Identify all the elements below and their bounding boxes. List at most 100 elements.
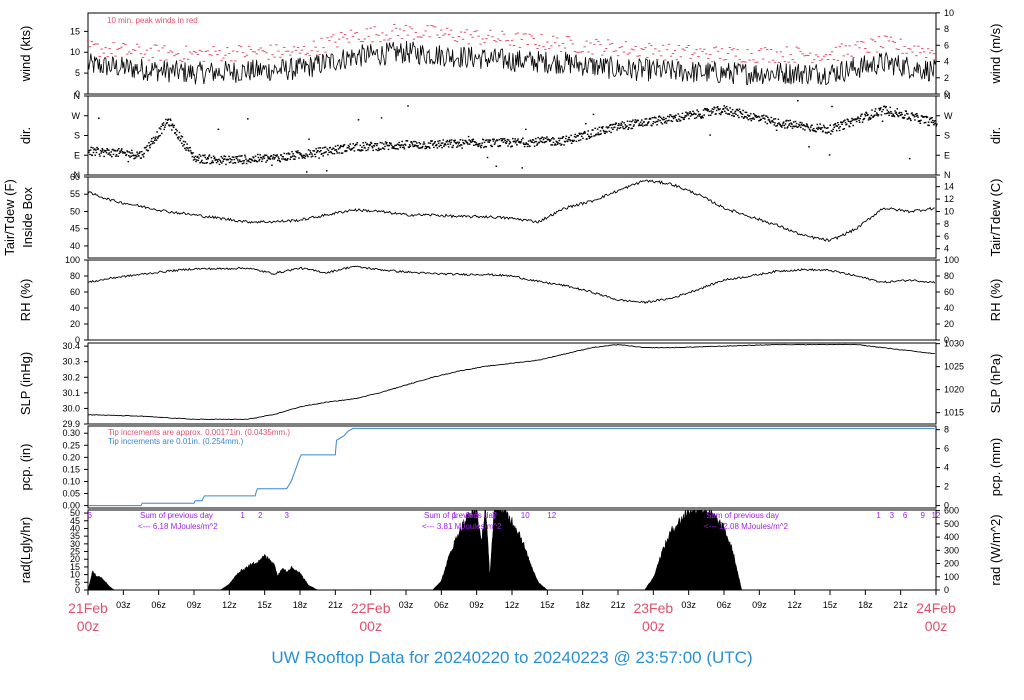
dir-point	[208, 155, 210, 157]
dir-point	[732, 112, 734, 115]
dir-point	[409, 145, 412, 147]
dir-point	[712, 111, 714, 113]
dir-point	[918, 120, 921, 123]
dir-point	[155, 136, 157, 138]
dir-point	[315, 148, 317, 150]
dir-point	[522, 137, 524, 139]
dir-point	[638, 124, 640, 127]
xtick-label: 12z	[222, 600, 237, 610]
dir-point	[642, 125, 644, 127]
dir-point	[649, 118, 652, 120]
dir-point	[347, 147, 349, 149]
dir-point	[396, 143, 399, 145]
dir-point	[450, 141, 452, 143]
dir-point	[463, 142, 466, 145]
dir-point	[659, 116, 662, 119]
dir-point	[260, 156, 263, 159]
dir-point	[278, 158, 280, 160]
dir-point	[437, 140, 439, 142]
dir-point	[868, 116, 871, 119]
dir-point	[617, 124, 619, 127]
dir-point	[337, 144, 339, 147]
dir-point	[423, 143, 426, 145]
dir-point	[847, 119, 849, 121]
dir-point	[644, 118, 647, 120]
dir-point	[685, 111, 687, 113]
dir-point	[707, 109, 710, 111]
dir-point	[829, 124, 831, 126]
ytick-label-right-slp: 1015	[944, 408, 964, 418]
ytick-label-left-wind: 15	[70, 26, 80, 36]
dir-point	[271, 164, 273, 166]
dir-point	[276, 154, 278, 156]
xtick-date-label: 23Feb	[633, 600, 673, 616]
dir-point	[736, 108, 738, 111]
ytick-label-left-rh: 40	[70, 303, 80, 313]
dir-point	[270, 155, 273, 157]
dir-point	[218, 158, 220, 161]
dir-point	[285, 159, 287, 161]
dir-point	[136, 151, 138, 153]
dir-point	[412, 145, 415, 148]
dir-point	[261, 158, 264, 160]
dir-point	[368, 144, 370, 146]
dir-point	[872, 116, 874, 118]
dir-point	[199, 155, 202, 157]
dir-point	[217, 160, 219, 163]
dir-point	[720, 112, 723, 114]
dir-point	[209, 162, 212, 165]
dir-point	[458, 141, 460, 144]
dir-point	[269, 158, 271, 160]
dir-point	[300, 153, 302, 155]
dir-point	[548, 139, 551, 141]
dir-point	[731, 109, 734, 111]
xtick-label: 21z	[893, 600, 908, 610]
dir-point	[161, 123, 164, 125]
dir-point	[897, 115, 899, 117]
dir-point	[358, 149, 361, 152]
dir-point	[592, 113, 595, 116]
dir-point	[138, 155, 140, 157]
hour-mark-label: 1	[876, 511, 881, 520]
dir-point	[806, 124, 808, 126]
dir-point	[304, 157, 306, 159]
dir-point	[640, 124, 642, 126]
dir-point	[292, 158, 295, 160]
dir-point	[860, 115, 862, 117]
dir-point	[424, 147, 426, 150]
dir-point	[777, 123, 779, 125]
dir-point	[421, 146, 423, 149]
dir-point	[449, 139, 451, 141]
dir-point	[453, 139, 455, 142]
dir-point	[136, 153, 139, 155]
dir-point	[770, 116, 773, 119]
dir-point	[592, 129, 594, 131]
dir-point	[325, 151, 327, 153]
dir-point	[665, 122, 668, 124]
dir-point	[551, 144, 554, 146]
dir-point	[506, 138, 509, 141]
dir-point	[331, 152, 334, 155]
dir-point	[896, 113, 898, 115]
dir-point	[664, 120, 667, 123]
dir-point	[477, 145, 479, 148]
dir-point	[406, 140, 409, 142]
dir-point	[753, 118, 755, 120]
dir-point	[175, 134, 178, 136]
dir-point	[573, 139, 575, 142]
dir-point	[930, 121, 933, 123]
dir-point	[878, 107, 880, 110]
dir-point	[688, 112, 691, 114]
ytick-label-right-rh: 60	[944, 287, 954, 297]
dir-point	[421, 145, 424, 148]
dir-point	[733, 115, 735, 117]
dir-point	[467, 135, 470, 138]
dir-point	[106, 148, 108, 150]
dir-point	[529, 139, 532, 141]
dir-point	[192, 159, 195, 161]
panel-frame-pcp	[87, 425, 937, 509]
dir-point	[931, 119, 934, 122]
dir-point	[920, 119, 922, 122]
dir-point	[199, 162, 201, 164]
dir-point	[691, 113, 694, 116]
